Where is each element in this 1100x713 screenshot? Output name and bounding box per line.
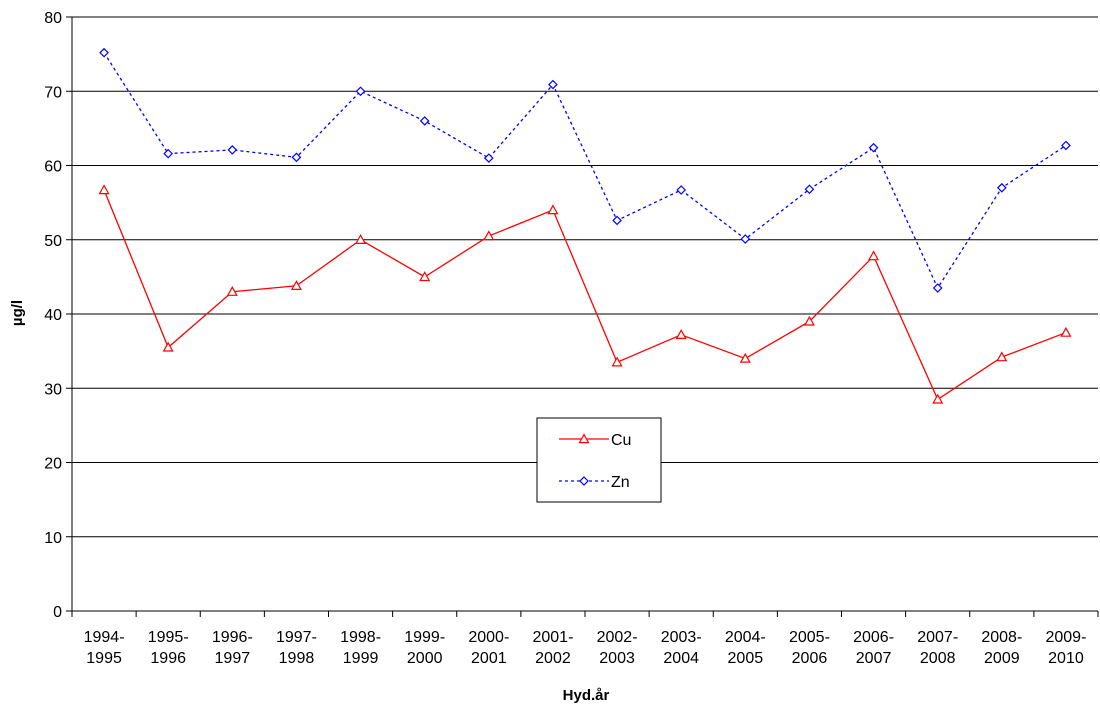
data-point-zn	[676, 185, 687, 195]
data-point-zn	[932, 283, 943, 293]
x-tick-label: 2003-2004	[661, 629, 702, 667]
y-tick-label: 40	[44, 307, 62, 324]
data-point-zn	[548, 79, 558, 90]
axes: 0 10 20 30 40 50 60 70 80 1994-1995 1995-1996 1996-…	[44, 10, 1099, 667]
data-point-zn	[419, 116, 430, 126]
data-point-cu	[355, 234, 367, 244]
data-point-zn	[291, 152, 302, 163]
data-point-cu	[996, 351, 1008, 362]
data-point-zn	[804, 184, 815, 195]
x-tick-label: 1994-1995	[84, 629, 125, 667]
legend-marker-cu	[578, 433, 590, 444]
series-lines	[98, 47, 1072, 404]
legend-label-cu: Cu	[611, 432, 631, 449]
data-point-zn	[1061, 140, 1071, 151]
data-point-zn	[740, 234, 751, 244]
x-tick-label: 2004-2005	[725, 629, 766, 667]
data-point-cu	[739, 352, 751, 363]
data-point-cu	[675, 329, 687, 339]
data-point-cu	[547, 204, 559, 215]
legend-label-zn: Zn	[611, 474, 630, 491]
data-point-cu	[611, 356, 623, 367]
x-tick-label: 2009-2010	[1045, 629, 1086, 667]
x-tick-label: 2006-2007	[853, 629, 894, 667]
y-tick-label: 50	[44, 233, 62, 250]
data-point-cu	[98, 184, 110, 195]
y-tick-label: 20	[44, 456, 62, 473]
data-point-zn	[996, 182, 1007, 193]
x-tick-label: 1997-1998	[276, 629, 317, 667]
y-tick-label: 70	[44, 84, 62, 101]
y-tick-label: 80	[44, 10, 62, 27]
legend-marker-zn	[579, 476, 589, 486]
y-tick-label: 0	[53, 604, 62, 621]
data-point-cu	[419, 271, 431, 282]
data-point-cu	[290, 280, 302, 290]
data-point-zn	[612, 215, 622, 226]
data-point-cu	[803, 315, 815, 326]
x-tick-label: 1996-1997	[212, 629, 253, 667]
data-point-cu	[162, 341, 174, 352]
data-point-zn	[868, 142, 879, 153]
x-tick-label: 2001-2002	[532, 629, 573, 667]
x-tick-label: 1995-1996	[148, 629, 189, 667]
x-axis-title: Hyd.år	[563, 687, 610, 704]
data-point-cu	[1060, 326, 1072, 337]
data-point-cu	[226, 285, 238, 296]
x-tick-label: 2007-2008	[917, 629, 958, 667]
x-tick-label: 1999-2000	[404, 629, 445, 667]
data-point-zn	[355, 86, 366, 97]
legend: Cu Zn	[536, 417, 662, 503]
data-point-zn	[163, 148, 174, 159]
y-tick-label: 30	[44, 381, 62, 398]
series-line-cu	[103, 189, 1067, 401]
gridlines	[72, 16, 1098, 538]
x-tick-label: 2008-2009	[981, 629, 1022, 667]
data-point-cu	[868, 250, 880, 261]
data-point-cu	[483, 230, 495, 241]
y-tick-label: 10	[44, 530, 62, 547]
x-tick-label: 2005-2006	[789, 629, 830, 667]
x-tick-label: 2000-2001	[468, 629, 509, 667]
data-point-cu	[932, 393, 944, 404]
x-tick-label: 2002-2003	[597, 629, 638, 667]
series-line-zn	[103, 52, 1067, 290]
data-point-zn	[483, 153, 494, 163]
y-tick-label: 60	[44, 159, 62, 176]
legend-box	[536, 417, 662, 503]
x-tick-label: 1998-1999	[340, 629, 381, 667]
data-point-zn	[227, 145, 238, 155]
data-point-zn	[99, 47, 109, 58]
y-axis-title: µg/l	[9, 300, 26, 326]
